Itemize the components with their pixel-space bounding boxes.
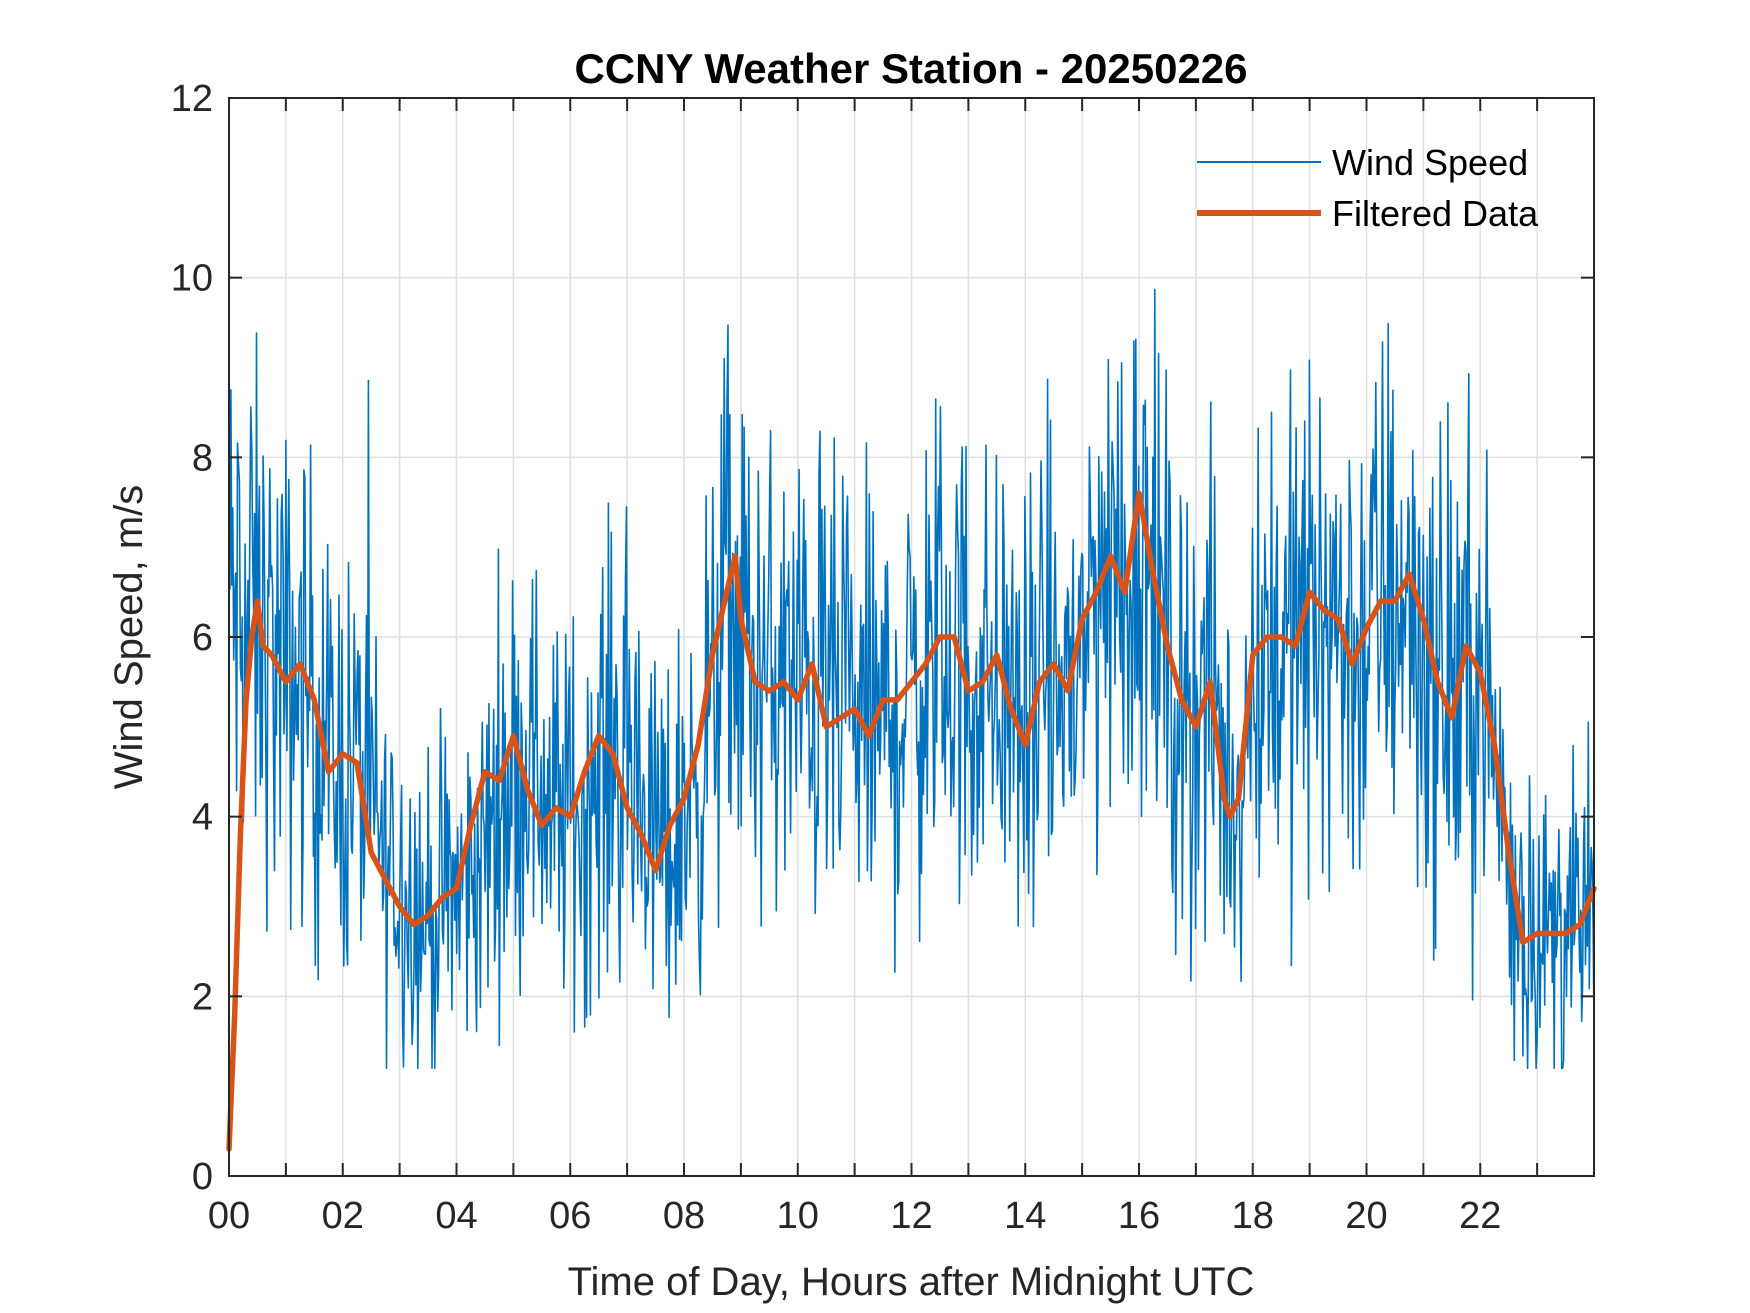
x-tick-label: 02 (322, 1195, 364, 1237)
y-tick-label: 4 (192, 797, 213, 839)
x-tick-label: 18 (1232, 1195, 1274, 1237)
y-tick-label: 0 (192, 1156, 213, 1198)
x-tick-label: 00 (208, 1195, 250, 1237)
y-tick-label: 12 (171, 78, 213, 120)
legend-label-filtered-data: Filtered Data (1332, 193, 1539, 234)
x-tick-label: 22 (1459, 1195, 1501, 1237)
tick-marks (229, 98, 1594, 1176)
x-tick-label: 10 (777, 1195, 819, 1237)
y-tick-label: 2 (192, 976, 213, 1018)
y-tick-label: 10 (171, 258, 213, 300)
x-tick-label: 14 (1004, 1195, 1046, 1237)
x-tick-label: 06 (549, 1195, 591, 1237)
legend: Wind Speed Filtered Data (1197, 142, 1539, 234)
x-tick-label: 12 (890, 1195, 932, 1237)
series-lines (226, 288, 1597, 1152)
series-filtered-data-line (226, 490, 1597, 1152)
series-wind-speed-line (228, 288, 1595, 1069)
x-axis-label: Time of Day, Hours after Midnight UTC (568, 1260, 1255, 1304)
x-tick-label: 04 (435, 1195, 477, 1237)
x-tick-label: 16 (1118, 1195, 1160, 1237)
y-axis-label: Wind Speed, m/s (107, 485, 151, 790)
y-tick-label: 6 (192, 617, 213, 659)
x-tick-label: 08 (663, 1195, 705, 1237)
x-tick-label: 20 (1345, 1195, 1387, 1237)
chart-title: CCNY Weather Station - 20250226 (574, 45, 1247, 92)
y-tick-label: 8 (192, 437, 213, 479)
legend-label-wind-speed: Wind Speed (1332, 142, 1528, 183)
